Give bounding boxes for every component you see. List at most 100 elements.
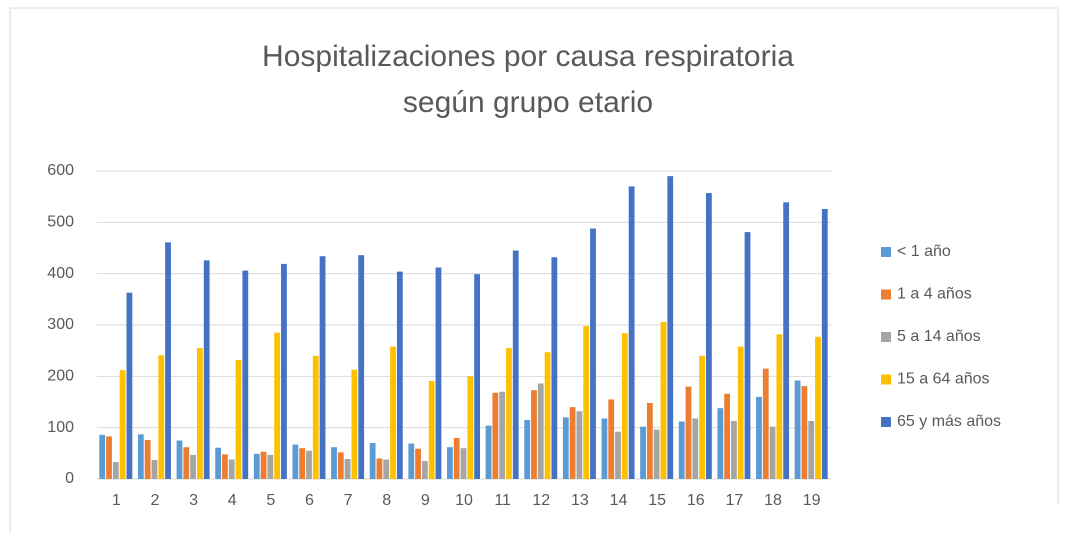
- y-tick-label: 200: [47, 368, 74, 385]
- bar: [667, 176, 674, 479]
- bar: [646, 403, 653, 479]
- bar: [653, 429, 660, 479]
- bar: [358, 255, 365, 479]
- bar: [281, 263, 287, 479]
- x-tick-label: 13: [571, 492, 589, 509]
- bar: [144, 439, 151, 479]
- legend-swatch: [881, 374, 891, 385]
- bar: [137, 434, 144, 479]
- legend-label: < 1 año: [897, 243, 951, 260]
- bar: [562, 417, 569, 479]
- bar: [428, 380, 435, 479]
- x-tick-label: 2: [150, 492, 159, 509]
- x-tick-label: 18: [764, 492, 782, 509]
- bar: [569, 407, 576, 479]
- bar: [628, 186, 635, 479]
- bar: [319, 256, 326, 479]
- bar: [776, 334, 783, 479]
- bar: [678, 421, 685, 479]
- bar: [106, 436, 112, 479]
- y-tick-label: 500: [47, 214, 74, 231]
- bar: [524, 419, 531, 479]
- bar: [685, 386, 692, 479]
- bar: [306, 450, 312, 479]
- x-tick-label: 10: [455, 492, 473, 509]
- bar: [537, 383, 544, 479]
- bar: [699, 355, 705, 479]
- bar: [590, 228, 596, 479]
- bar: [99, 434, 106, 479]
- bar: [369, 443, 376, 479]
- bar: [737, 346, 744, 479]
- bar: [376, 458, 383, 479]
- bar: [576, 411, 583, 479]
- bar: [783, 202, 790, 479]
- bar: [165, 242, 171, 479]
- bar: [344, 458, 351, 479]
- bar: [415, 448, 421, 479]
- bar: [660, 321, 667, 479]
- bar: [435, 267, 442, 479]
- bar: [396, 271, 403, 479]
- bar: [512, 250, 519, 479]
- bar: [601, 418, 608, 479]
- x-tick-label: 12: [532, 492, 550, 509]
- x-tick-label: 11: [494, 492, 511, 509]
- bar: [815, 336, 821, 479]
- bar: [196, 348, 203, 479]
- chart-title: Hospitalizaciones por causa respiratoria: [262, 40, 794, 73]
- legend-swatch: [881, 417, 891, 427]
- x-tick-label: 1: [112, 492, 121, 509]
- legend-label: 65 y más años: [897, 413, 1001, 430]
- bar: [506, 348, 512, 479]
- legend-swatch: [881, 332, 891, 342]
- x-tick-label: 9: [421, 492, 430, 509]
- x-tick-label: 8: [382, 492, 391, 509]
- x-tick-label: 19: [803, 492, 821, 509]
- y-tick-label: 600: [47, 162, 74, 179]
- bar: [544, 352, 551, 479]
- bar: [705, 193, 712, 479]
- legend-label: 5 a 14 años: [897, 328, 981, 345]
- chart-title: según grupo etario: [403, 86, 653, 119]
- x-tick-label: 14: [610, 492, 628, 509]
- bar: [176, 440, 183, 479]
- x-tick-label: 4: [228, 492, 237, 509]
- bar: [112, 462, 119, 479]
- bar: [299, 448, 306, 479]
- x-tick-label: 16: [687, 492, 705, 509]
- bar: [453, 437, 460, 479]
- bar: [253, 453, 260, 479]
- bar: [794, 380, 801, 479]
- bar: [467, 376, 474, 479]
- bar: [583, 326, 590, 479]
- bar: [717, 408, 724, 479]
- x-tick-label: 3: [189, 492, 198, 509]
- x-tick-label: 15: [648, 492, 666, 509]
- x-tick-label: 17: [726, 492, 744, 509]
- x-tick-label: 6: [305, 492, 314, 509]
- legend-swatch: [881, 289, 891, 300]
- bar: [228, 459, 235, 479]
- y-tick-label: 400: [47, 265, 74, 282]
- y-tick-label: 100: [47, 419, 74, 436]
- bar: [492, 392, 499, 479]
- bar: [331, 447, 337, 479]
- bar: [235, 359, 242, 479]
- bar: [267, 454, 274, 479]
- bar: [769, 426, 776, 479]
- x-tick-label: 5: [266, 492, 275, 509]
- bar: [119, 370, 126, 479]
- bar: [608, 399, 615, 479]
- y-tick-label: 0: [65, 470, 74, 487]
- bar: [821, 208, 828, 479]
- bar: [762, 368, 769, 479]
- chart-frame: [9, 7, 1059, 533]
- bar: [260, 451, 267, 479]
- bar: [390, 346, 396, 479]
- bar: [408, 443, 415, 479]
- y-tick-label: 300: [47, 316, 74, 333]
- legend-label: 15 a 64 años: [897, 371, 990, 388]
- bar: [474, 274, 480, 479]
